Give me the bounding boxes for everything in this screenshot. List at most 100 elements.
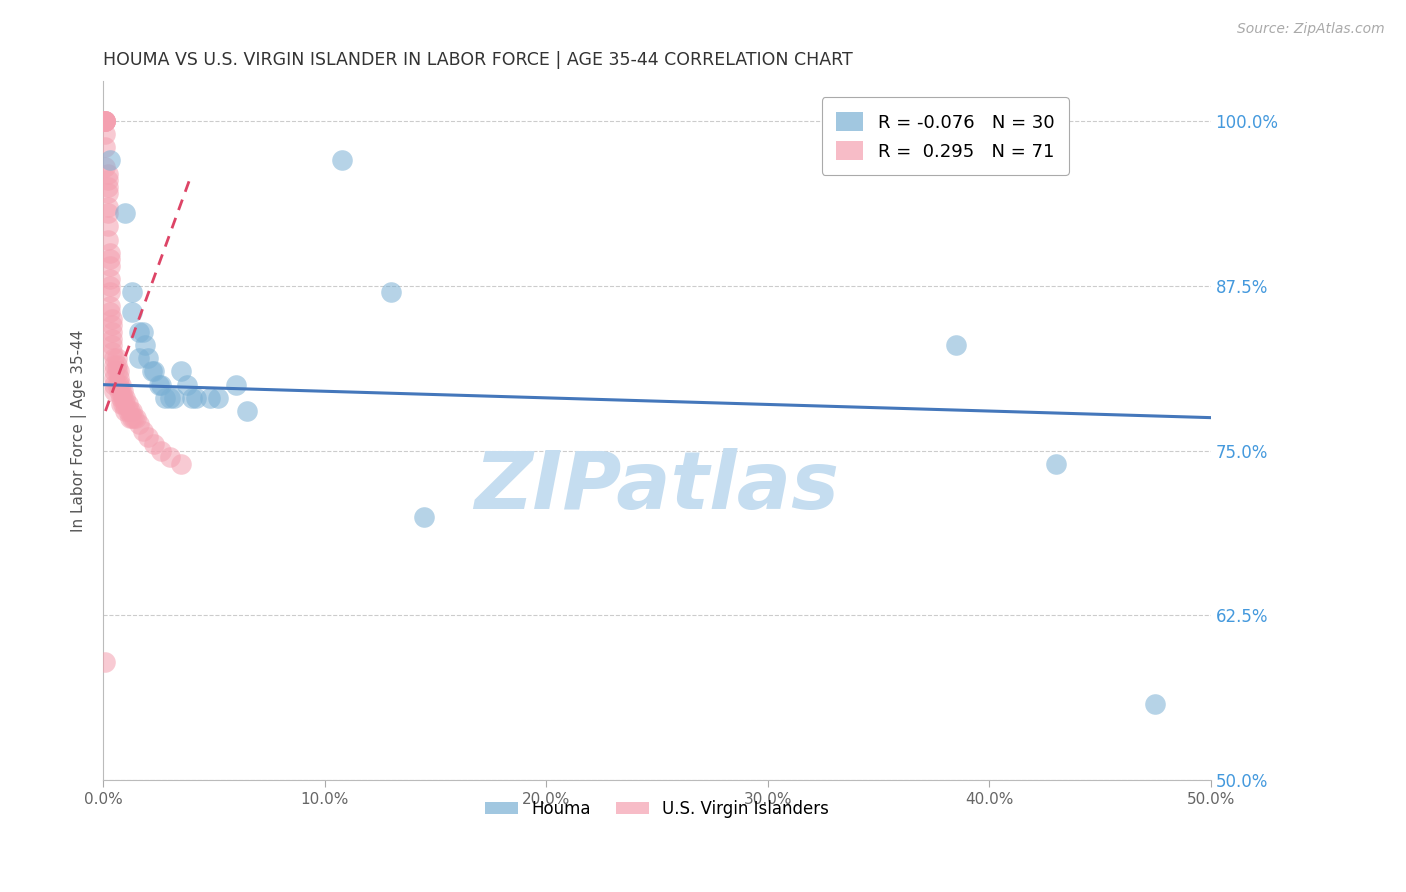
Point (114, 391, 136, 405)
Point (97, 186, 120, 201)
Point (103, 384, 125, 399)
Point (110, 391, 132, 405)
Point (103, 371, 125, 385)
Point (148, 377, 170, 392)
Point (97, 200, 120, 214)
Point (143, 437, 166, 451)
Text: HOUMA VS U.S. VIRGIN ISLANDER IN LABOR FORCE | AGE 35-44 CORRELATION CHART: HOUMA VS U.S. VIRGIN ISLANDER IN LABOR F… (103, 51, 853, 69)
Point (170, 457, 193, 471)
Point (103, 351, 125, 366)
Point (380, 285, 402, 300)
Point (107, 384, 129, 399)
Point (121, 305, 143, 319)
Point (94, 114, 117, 128)
Point (122, 410, 145, 425)
Point (132, 424, 155, 438)
Point (143, 364, 166, 378)
Point (207, 391, 229, 405)
Text: ZIPatlas: ZIPatlas (474, 448, 839, 525)
Point (101, 331, 124, 345)
Point (98, 305, 121, 319)
Point (945, 338, 967, 352)
Point (107, 371, 129, 385)
Point (149, 443, 172, 458)
Point (98, 285, 121, 300)
Point (149, 377, 172, 392)
Point (94, 127, 117, 141)
Point (128, 417, 150, 432)
Point (103, 358, 125, 372)
Point (112, 397, 135, 411)
Point (114, 206, 136, 220)
Point (1045, 457, 1067, 471)
Point (134, 338, 156, 352)
Point (117, 397, 139, 411)
Point (332, 153, 354, 168)
Point (97, 173, 120, 187)
Point (101, 325, 124, 339)
Point (101, 311, 124, 326)
Point (159, 391, 181, 405)
Point (94, 655, 117, 669)
Point (97, 219, 120, 234)
Point (94, 114, 117, 128)
Point (163, 391, 186, 405)
Point (94, 114, 117, 128)
Point (170, 364, 193, 378)
Point (94, 160, 117, 174)
Point (121, 285, 143, 300)
Point (103, 377, 125, 392)
Point (103, 364, 125, 378)
Point (97, 206, 120, 220)
Point (225, 377, 247, 392)
Point (128, 325, 150, 339)
Point (105, 377, 128, 392)
Legend: Houma, U.S. Virgin Islanders: Houma, U.S. Virgin Islanders (478, 793, 837, 824)
Point (118, 410, 141, 425)
Y-axis label: In Labor Force | Age 35-44: In Labor Force | Age 35-44 (72, 330, 87, 532)
Point (176, 377, 198, 392)
Point (121, 410, 143, 425)
Point (94, 114, 117, 128)
Point (105, 351, 128, 366)
Point (98, 252, 121, 267)
Point (98, 259, 121, 273)
Point (110, 397, 132, 411)
Point (117, 404, 139, 418)
Point (141, 364, 163, 378)
Point (118, 404, 141, 418)
Point (101, 344, 124, 359)
Point (105, 364, 128, 378)
Point (413, 509, 436, 524)
Point (97, 233, 120, 247)
Point (107, 377, 129, 392)
Point (136, 351, 159, 366)
Point (155, 391, 177, 405)
Point (114, 404, 136, 418)
Point (101, 338, 124, 352)
Point (98, 299, 121, 313)
Point (128, 351, 150, 366)
Point (97, 179, 120, 194)
Point (110, 384, 132, 399)
Point (1144, 697, 1167, 711)
Point (94, 114, 117, 128)
Point (132, 325, 155, 339)
Point (112, 391, 135, 405)
Point (110, 377, 132, 392)
Point (94, 140, 117, 154)
Point (101, 318, 124, 333)
Point (94, 114, 117, 128)
Point (107, 364, 129, 378)
Point (236, 404, 259, 418)
Point (114, 397, 136, 411)
Point (159, 450, 181, 465)
Point (180, 391, 202, 405)
Point (125, 410, 148, 425)
Point (121, 404, 143, 418)
Point (136, 430, 159, 444)
Point (186, 391, 208, 405)
Point (105, 358, 128, 372)
Point (98, 278, 121, 293)
Point (98, 272, 121, 286)
